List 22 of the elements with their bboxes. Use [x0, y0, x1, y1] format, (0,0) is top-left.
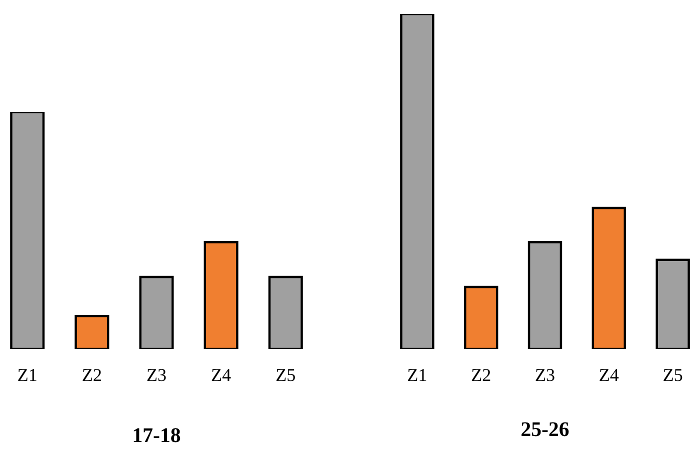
x-tick-label: Z4 — [212, 369, 231, 381]
x-tick-label: Z3 — [147, 369, 166, 382]
bar — [464, 286, 498, 349]
bar — [400, 14, 434, 349]
text: 25-26 — [522, 422, 569, 436]
x-tick-label: Z5 — [664, 369, 682, 382]
x-tick-label: Z5 — [276, 369, 295, 382]
text: 17-18 — [134, 428, 180, 442]
bar — [204, 241, 238, 349]
bar — [528, 241, 562, 349]
bar — [592, 206, 626, 349]
x-tick-label: Z3 — [536, 369, 554, 382]
x-tick-label: Z4 — [600, 369, 619, 381]
x-tick-label: Z2 — [82, 369, 101, 381]
bar — [139, 276, 174, 349]
bar — [656, 258, 690, 349]
x-tick-label: Z2 — [472, 369, 490, 381]
x-tick-label: Z1 — [408, 369, 426, 381]
x-tick-label: Z1 — [18, 369, 36, 381]
bar — [10, 112, 45, 349]
bar — [268, 276, 303, 349]
bar — [74, 314, 110, 349]
